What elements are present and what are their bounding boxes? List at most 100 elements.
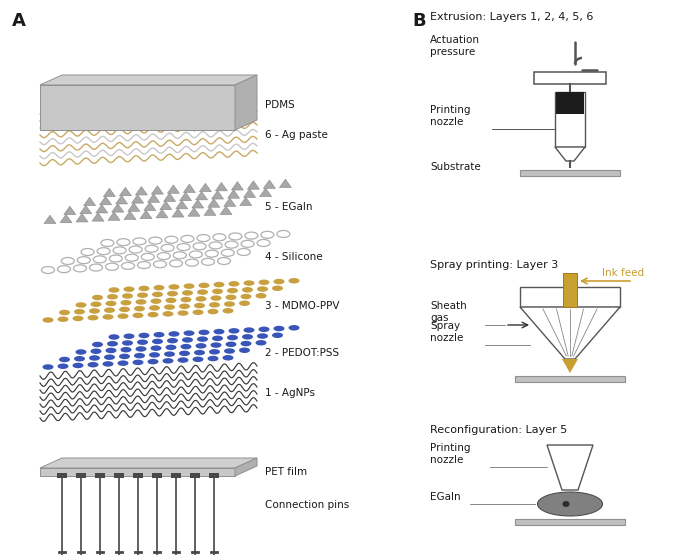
Text: A: A <box>12 12 26 30</box>
Ellipse shape <box>91 348 102 354</box>
Polygon shape <box>172 209 184 217</box>
Ellipse shape <box>168 284 179 290</box>
Polygon shape <box>208 199 220 207</box>
Bar <box>555 92 585 147</box>
Ellipse shape <box>117 239 130 245</box>
Ellipse shape <box>104 354 115 360</box>
Ellipse shape <box>107 341 118 347</box>
Ellipse shape <box>107 294 118 300</box>
Ellipse shape <box>221 249 235 256</box>
Ellipse shape <box>145 245 158 252</box>
Ellipse shape <box>277 230 290 238</box>
Polygon shape <box>167 185 179 193</box>
Ellipse shape <box>170 260 183 267</box>
Ellipse shape <box>118 314 129 319</box>
Ellipse shape <box>229 233 242 240</box>
Polygon shape <box>44 215 56 224</box>
Ellipse shape <box>272 286 283 291</box>
Ellipse shape <box>182 290 193 296</box>
Text: Printing
nozzle: Printing nozzle <box>430 443 471 465</box>
Polygon shape <box>235 75 257 130</box>
Text: 3 - MDMO-PPV: 3 - MDMO-PPV <box>265 301 340 311</box>
Ellipse shape <box>118 361 129 366</box>
Ellipse shape <box>81 249 94 255</box>
Ellipse shape <box>42 364 53 369</box>
Ellipse shape <box>91 301 102 307</box>
Ellipse shape <box>259 326 269 332</box>
Ellipse shape <box>178 357 188 363</box>
Text: 6 - Ag paste: 6 - Ag paste <box>265 130 328 140</box>
Ellipse shape <box>190 251 202 258</box>
Polygon shape <box>244 189 255 197</box>
Polygon shape <box>40 468 235 476</box>
Bar <box>563 273 577 307</box>
Polygon shape <box>40 85 235 130</box>
Ellipse shape <box>165 297 176 303</box>
Ellipse shape <box>239 348 250 353</box>
Ellipse shape <box>104 307 115 313</box>
Ellipse shape <box>154 260 167 268</box>
Ellipse shape <box>272 333 283 338</box>
Ellipse shape <box>183 330 194 336</box>
Ellipse shape <box>257 286 268 292</box>
Ellipse shape <box>197 337 208 342</box>
Ellipse shape <box>241 294 251 299</box>
Ellipse shape <box>214 282 224 287</box>
Text: Sheath
gas: Sheath gas <box>430 301 466 323</box>
Ellipse shape <box>192 357 203 362</box>
Bar <box>515 519 625 525</box>
Polygon shape <box>192 200 204 208</box>
Ellipse shape <box>181 235 194 243</box>
Ellipse shape <box>223 355 233 361</box>
Text: PDMS: PDMS <box>265 100 295 110</box>
Ellipse shape <box>199 283 210 288</box>
Polygon shape <box>264 180 275 188</box>
Polygon shape <box>224 198 236 206</box>
Polygon shape <box>131 195 144 203</box>
Ellipse shape <box>255 293 266 299</box>
Polygon shape <box>231 182 244 190</box>
Polygon shape <box>140 210 152 219</box>
Polygon shape <box>562 359 578 373</box>
Ellipse shape <box>167 338 178 343</box>
Ellipse shape <box>226 342 237 347</box>
Text: Extrusion: Layers 1, 2, 4, 5, 6: Extrusion: Layers 1, 2, 4, 5, 6 <box>430 12 593 22</box>
Polygon shape <box>128 203 140 211</box>
Ellipse shape <box>125 254 138 261</box>
Polygon shape <box>112 203 124 212</box>
Ellipse shape <box>224 301 235 307</box>
Ellipse shape <box>242 287 253 292</box>
Bar <box>133 473 143 478</box>
Ellipse shape <box>74 356 85 362</box>
Ellipse shape <box>150 345 161 351</box>
Ellipse shape <box>109 287 120 293</box>
Ellipse shape <box>196 296 206 302</box>
Ellipse shape <box>78 257 90 264</box>
Ellipse shape <box>226 295 237 300</box>
Bar <box>95 473 105 478</box>
Ellipse shape <box>237 248 251 255</box>
Polygon shape <box>215 182 228 191</box>
Ellipse shape <box>273 279 284 285</box>
Ellipse shape <box>210 342 221 348</box>
Bar <box>515 376 625 382</box>
Bar <box>556 92 584 114</box>
Ellipse shape <box>194 350 205 356</box>
Polygon shape <box>147 194 160 202</box>
Ellipse shape <box>201 258 215 266</box>
Polygon shape <box>100 196 111 205</box>
Ellipse shape <box>217 258 230 264</box>
Text: Actuation
pressure: Actuation pressure <box>430 35 480 56</box>
Polygon shape <box>92 213 104 221</box>
Polygon shape <box>196 191 208 200</box>
Polygon shape <box>80 205 92 214</box>
Ellipse shape <box>149 352 160 358</box>
Polygon shape <box>136 187 147 195</box>
Ellipse shape <box>245 232 258 239</box>
Ellipse shape <box>239 301 250 306</box>
Ellipse shape <box>259 280 269 285</box>
Ellipse shape <box>241 341 251 346</box>
Polygon shape <box>120 187 131 196</box>
Bar <box>209 473 219 478</box>
Polygon shape <box>220 206 232 215</box>
